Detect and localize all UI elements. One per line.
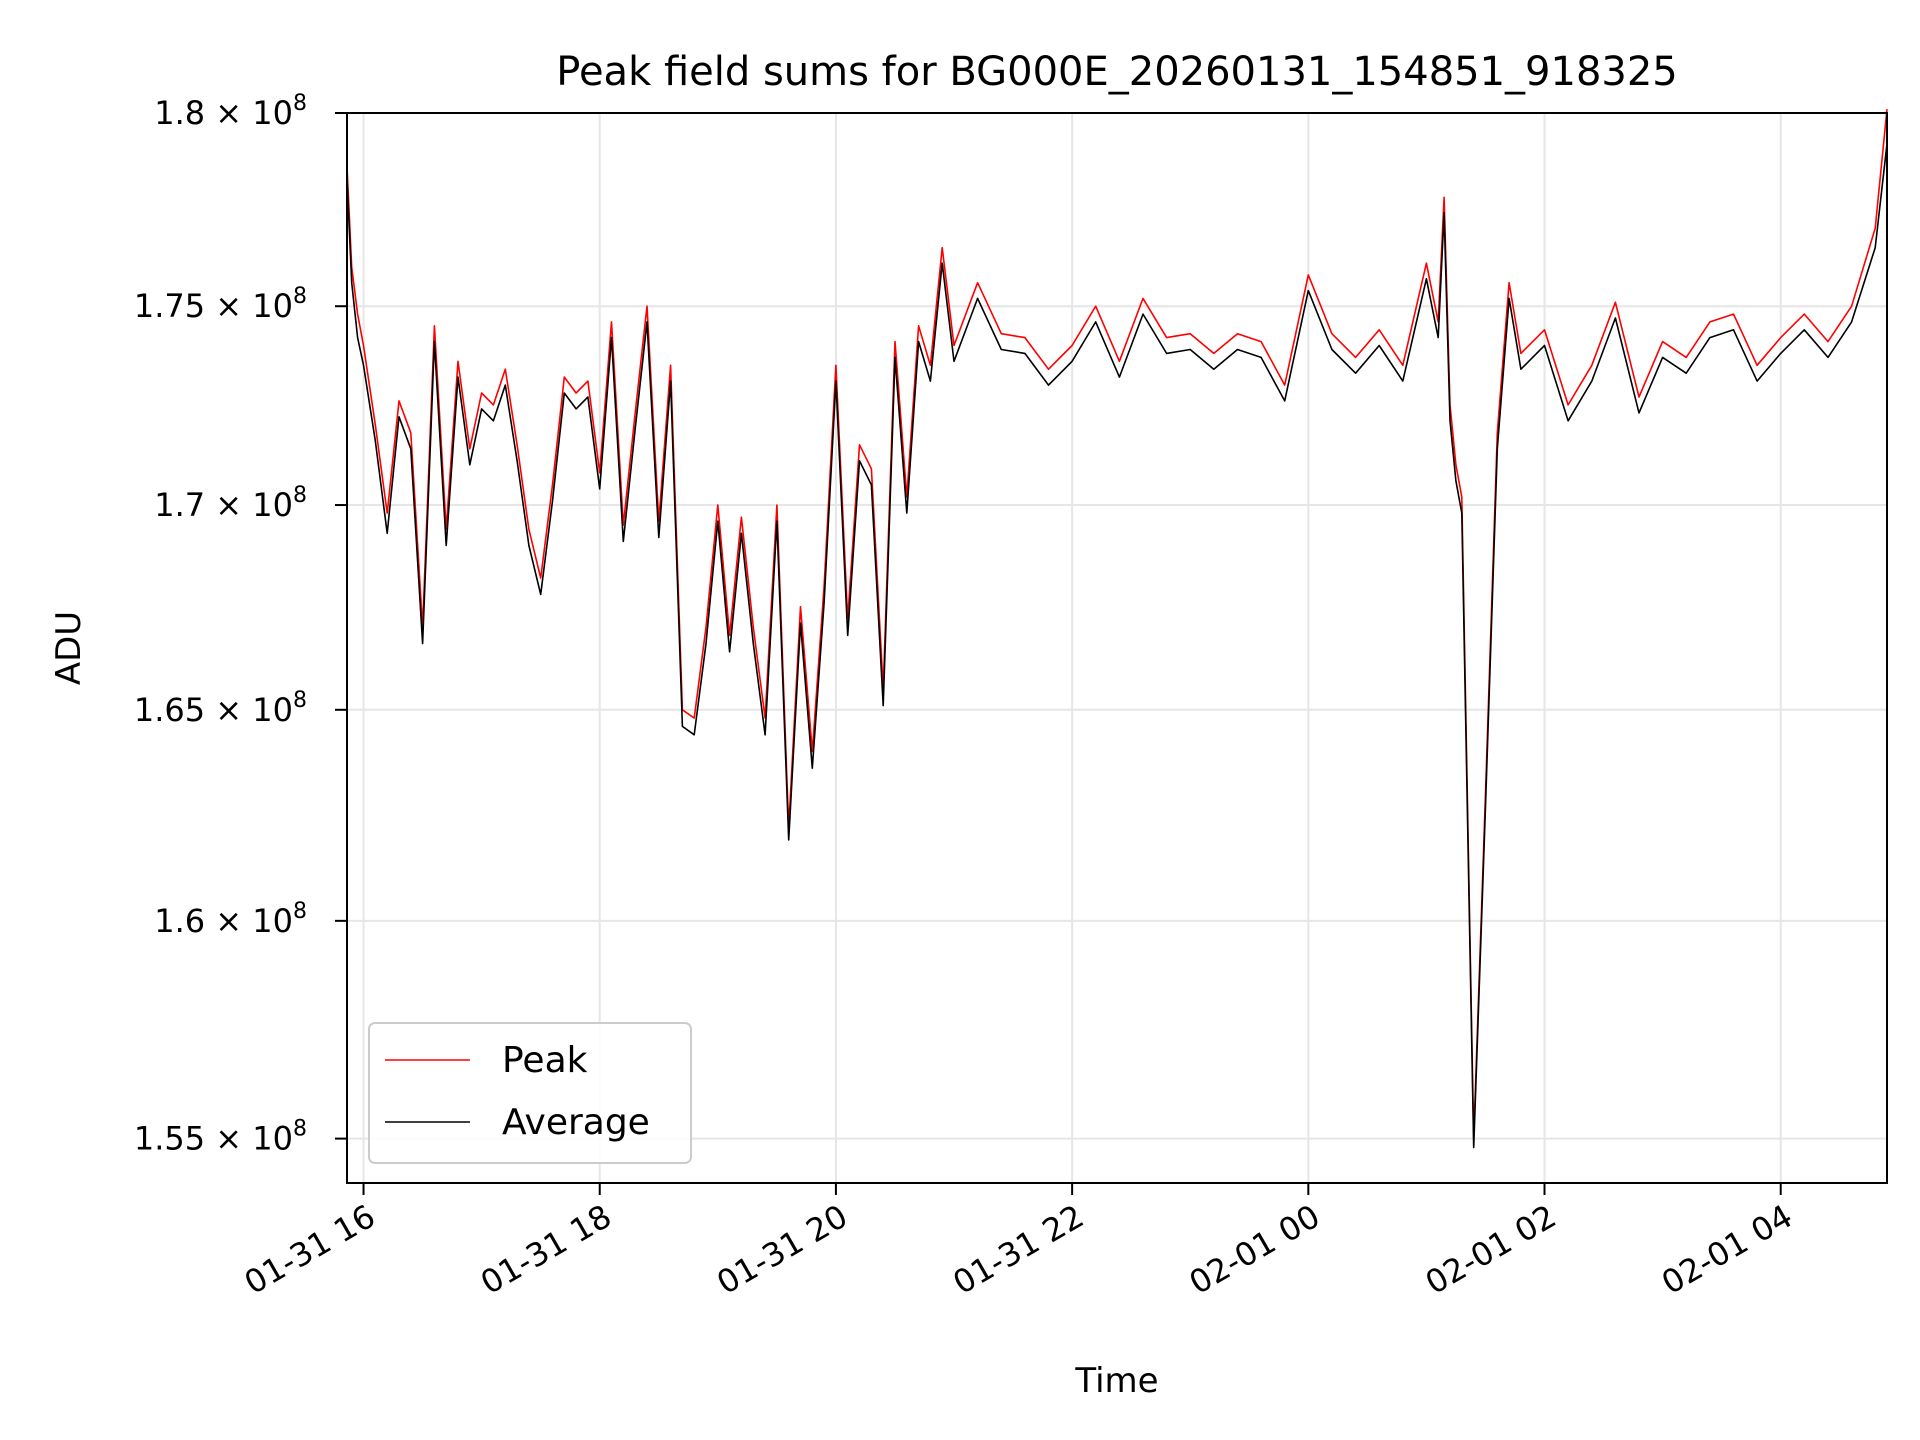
legend-label-average: Average — [502, 1102, 650, 1143]
y-tick-label-5: 1.8 × 108 — [154, 91, 307, 132]
chart-title: Peak field sums for BG000E_20260131_1548… — [556, 49, 1677, 95]
y-axis: 1.55 × 108 1.6 × 108 1.65 × 108 1.7 × 108 1.… — [134, 91, 347, 1158]
series-line-peak — [346, 109, 1888, 1140]
series-line-average — [346, 143, 1888, 1149]
legend: Peak Average — [368, 1022, 692, 1164]
y-tick-label-4: 1.75 × 108 — [134, 284, 307, 325]
series-layer — [346, 109, 1888, 1149]
y-tick-label-2: 1.65 × 108 — [134, 688, 307, 729]
y-axis-label: ADU — [49, 611, 89, 685]
x-axis-label: Time — [1074, 1361, 1158, 1401]
y-tick-label-3: 1.7 × 108 — [154, 483, 307, 524]
plot-frame — [346, 112, 1888, 1184]
legend-box — [368, 1022, 692, 1164]
y-tick-label-0: 1.55 × 108 — [134, 1117, 307, 1158]
legend-label-peak: Peak — [502, 1040, 588, 1081]
y-tick-label-1: 1.6 × 108 — [154, 899, 307, 940]
